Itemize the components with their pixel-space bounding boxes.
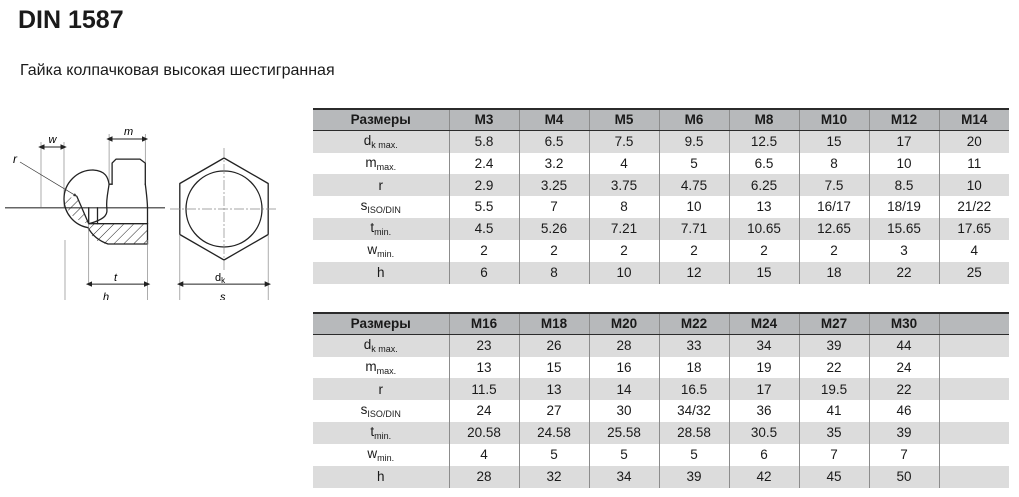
svg-text:dk: dk bbox=[215, 272, 226, 285]
svg-text:w: w bbox=[49, 134, 58, 146]
svg-text:r: r bbox=[13, 152, 18, 166]
svg-text:h: h bbox=[103, 292, 109, 301]
svg-text:t: t bbox=[114, 272, 118, 284]
svg-text:m: m bbox=[124, 126, 133, 138]
svg-text:s: s bbox=[220, 292, 226, 301]
